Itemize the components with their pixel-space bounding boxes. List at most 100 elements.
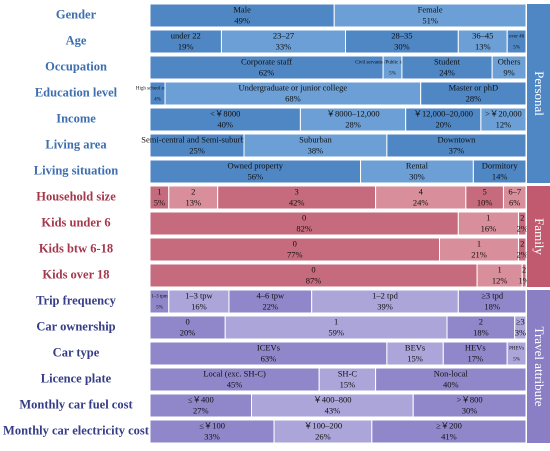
group-label: Travel attribute — [532, 326, 547, 406]
segment-label: ≤￥100 — [199, 420, 225, 430]
segment-label: ￥12,000–20,000 — [414, 108, 474, 118]
segment-value: 16% — [481, 223, 497, 233]
segment-value: 51% — [422, 15, 438, 25]
segment-value: 42% — [289, 197, 305, 207]
segment — [480, 107, 527, 132]
segment-value: 40% — [443, 379, 459, 389]
segment-value: 45% — [227, 379, 243, 389]
segment-label: 4–6 tpw — [257, 290, 285, 300]
segment-label: ICEVs — [257, 342, 280, 352]
segment-label: ≤￥400 — [188, 394, 214, 404]
segment-value: 41% — [441, 431, 457, 441]
segment-value: 37% — [449, 145, 465, 155]
segment — [333, 3, 527, 28]
segment-label: Suburban — [299, 134, 332, 144]
segment-value: 13% — [475, 41, 491, 51]
segment-value: 22% — [263, 301, 279, 311]
segment-label: 1 — [486, 212, 490, 222]
segment-label: 0 — [311, 264, 315, 274]
segment-value: 15% — [407, 353, 423, 363]
segment-label: Owned property — [228, 160, 284, 170]
segment-value: 82% — [296, 223, 312, 233]
segment-label: Dormitory — [482, 160, 519, 170]
segment-value: 59% — [328, 327, 344, 337]
segment-label: Semi-central and Semi-suburban — [141, 134, 253, 144]
row-label: Kids under 6 — [41, 215, 110, 229]
segment-value: 68% — [285, 93, 301, 103]
segment — [502, 185, 527, 210]
row-label: Monthly car fuel cost — [19, 397, 133, 411]
segment-value: 10% — [477, 197, 493, 207]
group-strip — [527, 186, 550, 287]
segment-value: 19% — [178, 41, 194, 51]
segment-label: Corporate staff — [241, 56, 292, 66]
segment-label: SH-C — [338, 368, 358, 378]
row-label: Gender — [56, 7, 97, 21]
segment — [506, 29, 527, 54]
segment-value: 5% — [156, 306, 163, 311]
segment-value: 30% — [462, 405, 478, 415]
segment — [375, 367, 527, 392]
segment-value: 62% — [259, 67, 275, 77]
segment-value: 38% — [308, 145, 324, 155]
segment — [412, 393, 527, 418]
segment-label: 1 — [498, 264, 502, 274]
segment-value: 24% — [413, 197, 429, 207]
segment-label: Male — [233, 4, 251, 14]
segment-value: 5% — [513, 46, 520, 51]
segment-label: 4 — [419, 186, 424, 196]
segment-label: High school or below — [136, 87, 180, 92]
segment-label: <￥8000 — [210, 108, 240, 118]
segment-label: ≥3 tpd — [481, 290, 504, 300]
segment-label: PHEVs — [509, 347, 524, 352]
segment-label: 0 — [293, 238, 297, 248]
segment-value: 2% — [517, 223, 528, 233]
segment — [506, 341, 527, 366]
segment-label: Downtown — [438, 134, 477, 144]
segment-label: BEVs — [405, 342, 425, 352]
segment-label: 2 — [191, 186, 195, 196]
segment-value: 1% — [518, 275, 529, 285]
segment — [420, 81, 527, 106]
segment-value: 30% — [409, 171, 425, 181]
segment-label: 2 — [522, 264, 526, 274]
segment-value: 13% — [185, 197, 201, 207]
segment-label: 0 — [302, 212, 306, 222]
segment-value: 2% — [517, 249, 528, 259]
segment-value: 5% — [513, 358, 520, 363]
segment-label: >￥20,000 — [485, 108, 522, 118]
segment-value: 5% — [389, 72, 396, 77]
segment-label: 6–7 — [508, 186, 521, 196]
segment-value: 56% — [247, 171, 263, 181]
segment-label: under 22 — [171, 30, 201, 40]
segment-label: 1–2 tpd — [372, 290, 398, 300]
segment-value: 20% — [180, 327, 196, 337]
segment-label: Master or phD — [449, 82, 499, 92]
segment-label: Female — [418, 4, 443, 14]
row-label: Age — [66, 33, 87, 47]
segment-value: 49% — [234, 15, 250, 25]
row-label: Income — [56, 111, 96, 125]
segment — [457, 289, 527, 314]
row-label: Household size — [36, 189, 116, 203]
segment-label: 1 — [157, 186, 161, 196]
segment — [386, 133, 527, 158]
segment-value: 4% — [154, 98, 161, 103]
segment-label: 36–45 — [472, 30, 493, 40]
segment-label: ￥400–800 — [313, 394, 351, 404]
segment-value: 33% — [204, 431, 220, 441]
segment-value: 5% — [154, 197, 165, 207]
segment-label: ￥100–200 — [304, 420, 342, 430]
segment-value: 15% — [340, 379, 356, 389]
row-label: Monthly car electricity cost — [3, 423, 150, 437]
segment-label: 1–3 tpm — [151, 295, 168, 300]
segment-label: 2 — [520, 238, 524, 248]
segment-value: 12% — [496, 119, 512, 129]
segment-label: Student — [434, 56, 461, 66]
segment-value: 27% — [193, 405, 209, 415]
group-label: Family — [532, 218, 547, 255]
segment-value: 14% — [492, 171, 508, 181]
row-label: Occupation — [45, 59, 107, 73]
segment-value: 28% — [345, 119, 361, 129]
